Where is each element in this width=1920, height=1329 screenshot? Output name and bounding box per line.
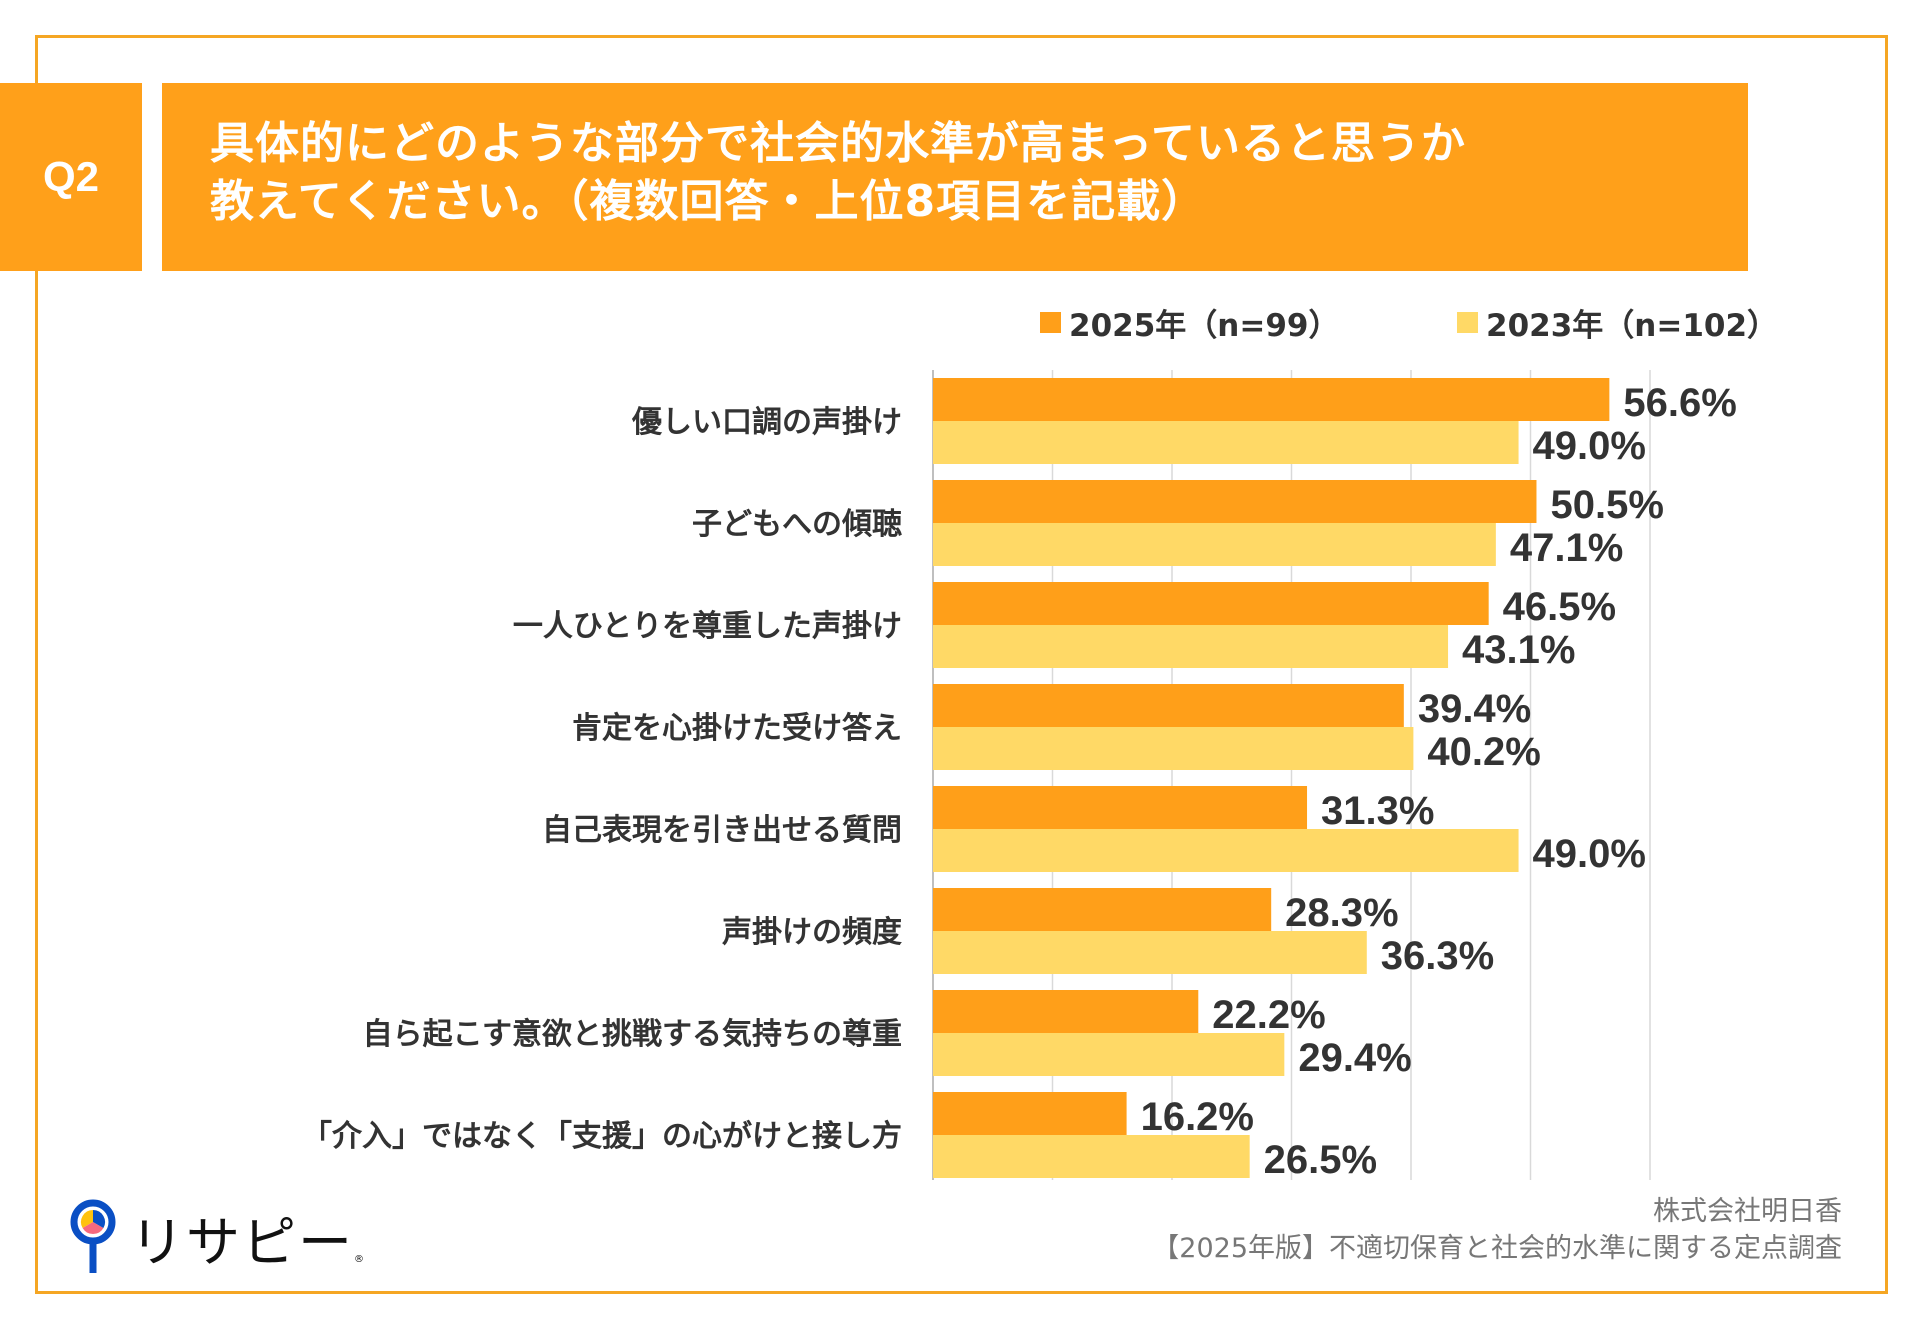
legend-label-2023: 2023年（n=102） xyxy=(1486,307,1779,344)
bar-2025 xyxy=(933,684,1404,727)
category-label: 自己表現を引き出せる質問 xyxy=(542,813,902,848)
bar-2025 xyxy=(933,786,1308,829)
category-label: 子どもへの傾聴 xyxy=(692,507,902,542)
footer-company: 株式会社明日香 xyxy=(1653,1196,1842,1227)
question-badge: Q2 xyxy=(0,83,142,271)
category-label: 一人ひとりを尊重した声掛け xyxy=(513,609,902,644)
bar-2025 xyxy=(933,888,1272,931)
bar-2025 xyxy=(933,990,1199,1033)
legend-swatch-2025 xyxy=(1040,311,1061,333)
data-label-2025: 28.3% xyxy=(1285,891,1398,935)
bar-2025 xyxy=(933,1092,1127,1135)
data-label-2025: 56.6% xyxy=(1623,381,1736,425)
data-label-2025: 39.4% xyxy=(1418,687,1531,731)
logo-text: リサピー xyxy=(130,1211,354,1274)
data-label-2023: 43.1% xyxy=(1462,628,1575,672)
legend-item-2023: 2023年（n=102） xyxy=(1457,302,1779,344)
bar-2025 xyxy=(933,582,1489,625)
registered-mark: ® xyxy=(354,1254,364,1265)
footer-survey-title: 【2025年版】不適切保育と社会的水準に関する定点調査 xyxy=(1152,1233,1842,1264)
data-label-2025: 50.5% xyxy=(1550,483,1663,527)
legend-swatch-2023 xyxy=(1457,311,1478,333)
title-line-1: 具体的にどのような部分で社会的水準が高まっていると思うか xyxy=(210,118,1467,169)
magnifier-pie-icon xyxy=(70,1199,116,1273)
category-label: 肯定を心掛けた受け答え xyxy=(572,711,902,746)
data-label-2023: 40.2% xyxy=(1427,730,1540,774)
data-label-2025: 46.5% xyxy=(1503,585,1616,629)
data-label-2023: 36.3% xyxy=(1381,934,1494,978)
risapy-logo: リサピー ® xyxy=(70,1198,364,1277)
title-line-2: 教えてください。（複数回答・上位8項目を記載） xyxy=(210,176,1207,227)
data-label-2025: 31.3% xyxy=(1321,789,1434,833)
title-banner: 具体的にどのような部分で社会的水準が高まっていると思うか 教えてください。（複数… xyxy=(162,83,1748,271)
question-number: Q2 xyxy=(42,153,100,200)
data-label-2025: 16.2% xyxy=(1141,1095,1254,1139)
category-label: 声掛けの頻度 xyxy=(722,915,902,950)
data-label-2025: 22.2% xyxy=(1212,993,1325,1037)
category-label: 優しい口調の声掛け xyxy=(631,405,902,440)
bar-2023 xyxy=(933,523,1496,566)
bar-2023 xyxy=(933,1135,1250,1178)
bar-2023 xyxy=(933,421,1519,464)
bar-2025 xyxy=(933,480,1537,523)
data-label-2023: 47.1% xyxy=(1510,526,1623,570)
bar-2023 xyxy=(933,625,1449,668)
footer-source: 株式会社明日香 【2025年版】不適切保育と社会的水準に関する定点調査 xyxy=(1152,1193,1842,1267)
legend-item-2025: 2025年（n=99） xyxy=(1040,302,1340,344)
category-label: 「介入」ではなく「支援」の心がけと接し方 xyxy=(302,1119,902,1154)
data-label-2023: 49.0% xyxy=(1533,832,1646,876)
data-label-2023: 49.0% xyxy=(1533,424,1646,468)
legend-label-2025: 2025年（n=99） xyxy=(1069,307,1340,344)
bar-2023 xyxy=(933,829,1519,872)
data-label-2023: 29.4% xyxy=(1298,1036,1411,1080)
chart-frame xyxy=(35,35,1888,1294)
bar-2023 xyxy=(933,727,1414,770)
bar-2023 xyxy=(933,931,1367,974)
bar-2025 xyxy=(933,378,1610,421)
category-label: 自ら起こす意欲と挑戦する気持ちの尊重 xyxy=(363,1017,902,1052)
data-label-2023: 26.5% xyxy=(1264,1138,1377,1182)
bar-2023 xyxy=(933,1033,1285,1076)
